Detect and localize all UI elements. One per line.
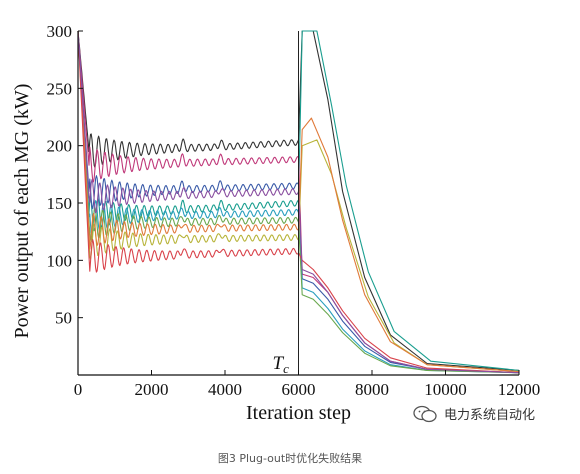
y-tick-label: 100 <box>47 251 73 270</box>
y-tick-label: 300 <box>47 22 73 41</box>
watermark: 电力系统自动化 <box>412 404 535 423</box>
series-line <box>77 30 520 371</box>
x-tick-label: 6000 <box>282 380 316 399</box>
series-line <box>77 30 520 374</box>
x-tick-label: 8000 <box>355 380 389 399</box>
figure-caption: 图3 Plug-out时优化失败结果 <box>217 452 363 465</box>
x-tick-label: 12000 <box>498 380 541 399</box>
watermark-text: 电力系统自动化 <box>444 408 536 423</box>
x-tick-label: 0 <box>74 380 83 399</box>
x-tick-label: 2000 <box>135 380 169 399</box>
series-line <box>77 30 520 374</box>
series-line <box>77 30 520 373</box>
series-line <box>77 30 520 371</box>
series-line <box>77 30 520 374</box>
x-tick-label: 10000 <box>424 380 467 399</box>
y-tick-label: 150 <box>47 194 73 213</box>
y-tick-label: 250 <box>47 79 73 98</box>
plot-lines <box>77 30 520 374</box>
wechat-icon <box>413 405 437 422</box>
x-tick-label: 4000 <box>208 380 242 399</box>
series-line <box>77 30 520 374</box>
y-tick-label: 50 <box>55 309 72 328</box>
series-line <box>77 30 520 373</box>
y-tick-label: 200 <box>47 137 73 156</box>
series-line <box>77 30 520 374</box>
tc-annotation: Tc <box>273 353 290 376</box>
ticks: 0 2000 4000 6000 8000 10000 12000 50 100 150 200 25… <box>47 22 541 399</box>
x-axis-title: Iteration step <box>246 402 351 424</box>
axes <box>77 31 519 376</box>
y-axis-title: Power output of each MG (kW) <box>11 84 33 339</box>
